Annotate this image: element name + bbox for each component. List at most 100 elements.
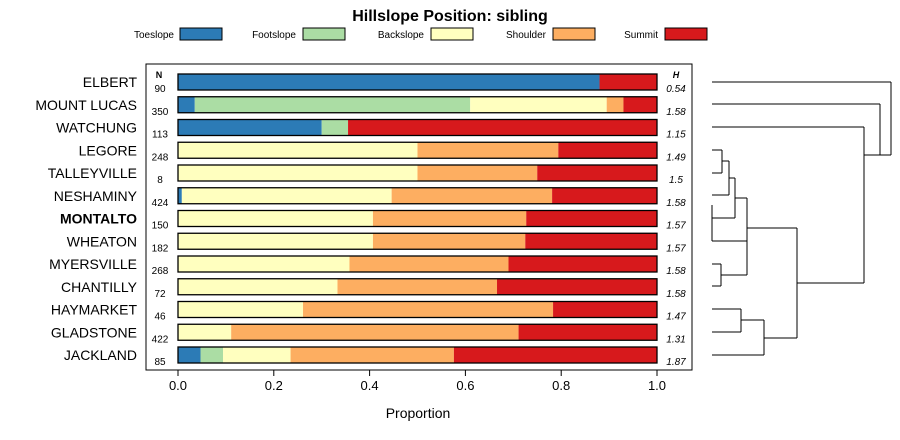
bar-outline bbox=[177, 164, 658, 182]
bar-segment-backslope bbox=[223, 347, 291, 363]
bar-segment-shoulder bbox=[417, 142, 559, 159]
category-label: MONTALTO bbox=[60, 211, 137, 227]
n-value-label: 268 bbox=[152, 266, 169, 277]
bar-segment-backslope bbox=[178, 301, 304, 318]
bar-segment-summit bbox=[623, 96, 657, 113]
category-label: TALLEYVILLE bbox=[48, 165, 137, 181]
legend-label-toeslope: Toeslope bbox=[134, 30, 174, 41]
bar-segment-summit bbox=[497, 278, 657, 295]
category-label: MOUNT LUCAS bbox=[35, 97, 137, 113]
n-value-label: 90 bbox=[154, 84, 166, 95]
bar-segment-backslope bbox=[178, 278, 338, 295]
bar-segment-summit bbox=[508, 256, 657, 272]
h-value-label: 1.47 bbox=[666, 312, 686, 323]
category-label: HAYMARKET bbox=[51, 302, 138, 318]
bar-segment-toeslope bbox=[178, 119, 322, 136]
x-tick-label: 0.8 bbox=[552, 378, 570, 393]
h-column-header: H bbox=[673, 70, 680, 80]
bar-segment-summit bbox=[558, 142, 657, 159]
x-axis-label: Proportion bbox=[386, 405, 451, 421]
bar-segment-backslope bbox=[178, 210, 373, 227]
bar-segment-shoulder bbox=[606, 96, 624, 113]
bar-segment-footslope bbox=[200, 347, 224, 363]
bar-segment-summit bbox=[553, 301, 657, 318]
bar-segment-shoulder bbox=[337, 278, 498, 295]
bar-segment-shoulder bbox=[290, 347, 454, 363]
category-label: JACKLAND bbox=[64, 347, 137, 363]
x-tick-label: 0.4 bbox=[361, 378, 379, 393]
bar-segment-backslope bbox=[470, 96, 607, 113]
h-value-label: 1.58 bbox=[666, 198, 686, 209]
x-tick-label: 0.6 bbox=[456, 378, 474, 393]
h-value-label: 1.57 bbox=[666, 221, 686, 232]
bar-segment-backslope bbox=[178, 142, 418, 159]
bar-segment-toeslope bbox=[178, 347, 201, 363]
n-value-label: 46 bbox=[154, 312, 166, 323]
chart-title: Hillslope Position: sibling bbox=[352, 8, 548, 25]
category-label: GLADSTONE bbox=[51, 324, 137, 340]
legend-swatch-summit bbox=[664, 27, 708, 41]
bar-segment-shoulder bbox=[349, 256, 509, 272]
bar-outline bbox=[177, 323, 658, 341]
bar-segment-summit bbox=[599, 74, 657, 90]
bar-segment-backslope bbox=[178, 256, 350, 272]
category-label: WHEATON bbox=[67, 233, 137, 249]
category-label: LEGORE bbox=[79, 142, 137, 158]
h-value-label: 1.58 bbox=[666, 289, 686, 300]
legend-swatch-backslope bbox=[430, 27, 474, 41]
bar-segment-shoulder bbox=[231, 324, 519, 341]
bar-outline bbox=[177, 96, 658, 114]
bar-segment-backslope bbox=[178, 165, 418, 181]
n-value-label: 8 bbox=[157, 175, 163, 186]
x-tick-label: 0.0 bbox=[169, 378, 187, 393]
bar-segment-shoulder bbox=[391, 187, 553, 204]
n-value-label: 182 bbox=[152, 243, 169, 254]
n-value-label: 150 bbox=[152, 221, 169, 232]
h-value-label: 1.87 bbox=[666, 357, 686, 368]
legend-swatch-shoulder bbox=[552, 27, 596, 41]
n-value-label: 72 bbox=[154, 289, 166, 300]
bar-outline bbox=[177, 255, 658, 273]
bar-segment-footslope bbox=[194, 96, 471, 113]
bar-segment-summit bbox=[348, 119, 657, 136]
h-value-label: 1.57 bbox=[666, 243, 686, 254]
dendrogram bbox=[711, 81, 892, 356]
bar-outline bbox=[177, 73, 658, 91]
category-label: ELBERT bbox=[83, 74, 138, 90]
category-label: CHANTILLY bbox=[61, 279, 138, 295]
legend: Toeslope Footslope Backslope Shoulder Summit bbox=[134, 27, 708, 41]
n-value-label: 113 bbox=[152, 130, 168, 141]
bar-outline bbox=[177, 209, 658, 228]
n-column-header: N bbox=[156, 70, 163, 80]
bar-outline bbox=[177, 300, 658, 319]
legend-swatch-footslope bbox=[302, 27, 346, 41]
n-value-label: 248 bbox=[152, 152, 169, 163]
h-value-label: 1.58 bbox=[666, 266, 686, 277]
bar-segment-footslope bbox=[321, 119, 349, 136]
bar-segment-toeslope bbox=[178, 187, 182, 204]
bar-segment-backslope bbox=[181, 187, 392, 204]
bar-segment-backslope bbox=[178, 324, 232, 341]
bar-segment-summit bbox=[526, 210, 657, 227]
category-label: NESHAMINY bbox=[54, 188, 138, 204]
bar-segment-toeslope bbox=[178, 96, 195, 113]
legend-label-footslope: Footslope bbox=[252, 30, 296, 41]
bar-segment-summit bbox=[552, 187, 657, 204]
category-label: WATCHUNG bbox=[56, 120, 137, 136]
n-value-label: 85 bbox=[154, 357, 166, 368]
h-value-label: 1.31 bbox=[666, 334, 685, 345]
h-value-label: 1.5 bbox=[669, 175, 683, 186]
bar-segment-summit bbox=[518, 324, 657, 341]
bar-outline bbox=[177, 278, 658, 296]
bar-outline bbox=[177, 118, 658, 137]
bar-outline bbox=[177, 232, 658, 250]
x-tick-label: 1.0 bbox=[648, 378, 666, 393]
h-value-label: 0.54 bbox=[666, 84, 686, 95]
bar-segment-summit bbox=[453, 347, 657, 363]
n-value-label: 422 bbox=[152, 334, 169, 345]
h-value-label: 1.58 bbox=[666, 107, 686, 118]
bar-segment-shoulder bbox=[303, 301, 554, 318]
